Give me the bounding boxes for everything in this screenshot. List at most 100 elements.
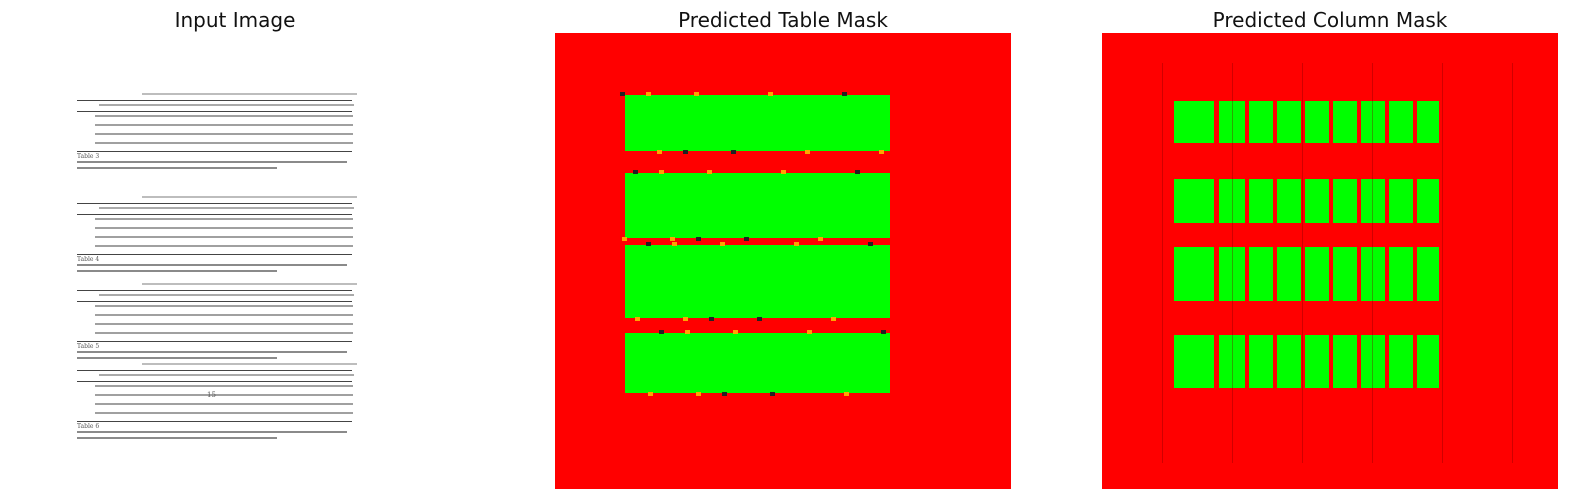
column-region: [1277, 247, 1301, 301]
table-header-line: [142, 363, 357, 365]
table-subheader-line: [99, 207, 354, 209]
mask-noise: [685, 330, 690, 334]
column-region: [1417, 335, 1439, 388]
column-region: [1174, 247, 1214, 301]
mask-noise: [670, 237, 675, 241]
table-row-line: [95, 394, 353, 396]
mask-artifact-line: [1372, 63, 1373, 463]
column-region: [1219, 335, 1245, 388]
mask-noise: [694, 92, 699, 96]
column-region: [1249, 335, 1273, 388]
column-region: [1305, 335, 1329, 388]
panel-column-mask: Predicted Column Mask: [1095, 0, 1565, 500]
mask-noise: [868, 242, 873, 246]
table-top-rule: [77, 290, 352, 291]
mask-artifact-line: [1442, 63, 1443, 463]
caption-line: [77, 357, 277, 359]
column-region: [1361, 335, 1385, 388]
column-region: [1389, 247, 1413, 301]
table-header-line: [142, 196, 357, 198]
mask-noise: [622, 237, 627, 241]
table-bottom-rule: [77, 151, 352, 152]
column-mask-image: [1102, 33, 1558, 489]
table-row-line: [95, 385, 353, 387]
mask-noise: [842, 92, 847, 96]
table-region: [625, 95, 890, 151]
table-region: [625, 173, 890, 238]
column-region: [1219, 101, 1245, 143]
mask-artifact-line: [1162, 63, 1163, 463]
table-subheader-line: [99, 294, 354, 296]
column-region: [1361, 179, 1385, 223]
mask-noise: [683, 317, 688, 321]
column-mask-background: [1102, 33, 1558, 489]
column-region: [1389, 101, 1413, 143]
mask-noise: [646, 242, 651, 246]
column-region: [1305, 101, 1329, 143]
table-bottom-rule: [77, 421, 352, 422]
mask-noise: [855, 170, 860, 174]
table-mid-rule: [77, 301, 352, 302]
column-region: [1277, 179, 1301, 223]
mask-noise: [696, 237, 701, 241]
page-number: 15: [207, 391, 216, 399]
mask-noise: [683, 150, 688, 154]
mask-noise: [696, 392, 701, 396]
column-region: [1417, 179, 1439, 223]
mask-noise: [757, 317, 762, 321]
mask-noise: [805, 150, 810, 154]
mask-noise: [709, 317, 714, 321]
table-mid-rule: [77, 111, 352, 112]
panel-table-mask: Predicted Table Mask: [548, 0, 1018, 500]
table-row-line: [95, 412, 353, 414]
mask-noise: [722, 392, 727, 396]
mask-noise: [781, 170, 786, 174]
table-row-line: [95, 332, 353, 334]
mask-noise: [646, 92, 651, 96]
table-row-line: [95, 245, 353, 247]
table-row-line: [95, 142, 353, 144]
table-bottom-rule: [77, 341, 352, 342]
table-row-line: [95, 133, 353, 135]
mask-noise: [657, 150, 662, 154]
mask-noise: [768, 92, 773, 96]
mask-noise: [659, 330, 664, 334]
mask-artifact-line: [1232, 63, 1233, 463]
column-region: [1361, 101, 1385, 143]
table-mask-image: [555, 33, 1011, 489]
caption-line: [77, 167, 277, 169]
table-top-rule: [77, 370, 352, 371]
table-row-line: [95, 218, 353, 220]
column-region: [1389, 179, 1413, 223]
table-top-rule: [77, 203, 352, 204]
mask-noise: [818, 237, 823, 241]
caption-line: [77, 161, 347, 163]
column-region: [1277, 101, 1301, 143]
mask-noise: [633, 170, 638, 174]
table-row-line: [95, 124, 353, 126]
column-region: [1174, 335, 1214, 388]
document-page: Table 3 Table 4 Table 5 Table 6 15: [7, 33, 463, 489]
table-mid-rule: [77, 381, 352, 382]
mask-noise: [794, 242, 799, 246]
caption-line: [77, 270, 277, 272]
panel-title-column-mask: Predicted Column Mask: [1212, 8, 1448, 32]
panel-title-table-mask: Predicted Table Mask: [678, 8, 888, 32]
mask-noise: [733, 330, 738, 334]
input-image: Table 3 Table 4 Table 5 Table 6 15: [7, 33, 463, 489]
column-region: [1305, 179, 1329, 223]
table-mid-rule: [77, 214, 352, 215]
table-bottom-rule: [77, 254, 352, 255]
column-region: [1417, 101, 1439, 143]
column-region: [1174, 179, 1214, 223]
column-region: [1219, 247, 1245, 301]
table-row-line: [95, 115, 353, 117]
table-caption: Table 4: [77, 256, 100, 263]
table-row-line: [95, 314, 353, 316]
column-region: [1305, 247, 1329, 301]
table-row-line: [95, 403, 353, 405]
mask-noise: [648, 392, 653, 396]
column-region: [1249, 179, 1273, 223]
mask-noise: [720, 242, 725, 246]
mask-noise: [807, 330, 812, 334]
